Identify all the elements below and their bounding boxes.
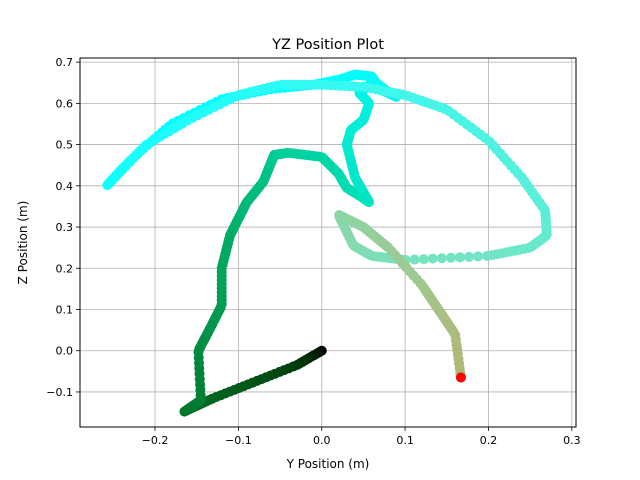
y-tick-label: 0.2: [56, 262, 74, 275]
x-tick-label: 0.0: [313, 434, 331, 447]
trajectory-point: [463, 251, 474, 262]
trajectory-point: [427, 253, 438, 264]
x-tick-label: 0.3: [563, 434, 581, 447]
y-tick-label: 0.0: [56, 345, 74, 358]
gridlines: [80, 58, 576, 427]
y-axis-label: Z Position (m): [16, 201, 30, 285]
x-axis-label: Y Position (m): [286, 457, 370, 471]
end-point-marker: [455, 372, 466, 383]
trajectory-point: [409, 254, 420, 265]
x-tick-label: 0.2: [480, 434, 498, 447]
axis-ticks: −0.2 −0.1 0.0 0.1 0.2 0.3 −0.1 0.0 0.1 0.2 0.3 0.4 0…: [46, 56, 580, 447]
trajectory-point: [436, 253, 447, 264]
chart-title: YZ Position Plot: [271, 37, 384, 53]
x-tick-label: −0.2: [142, 434, 169, 447]
y-tick-label: 0.3: [56, 221, 74, 234]
y-tick-label: −0.1: [46, 386, 73, 399]
y-tick-label: 0.1: [56, 303, 74, 316]
trajectory-point: [482, 250, 493, 261]
x-tick-label: −0.1: [225, 434, 252, 447]
x-tick-label: 0.1: [396, 434, 414, 447]
trajectory-point: [445, 252, 456, 263]
trajectory-point: [418, 254, 429, 265]
trajectory-point: [454, 252, 465, 263]
trajectory: [102, 69, 552, 417]
y-tick-label: 0.4: [56, 180, 74, 193]
plot-frame: [79, 57, 577, 428]
trajectory-point: [473, 251, 484, 262]
y-tick-label: 0.7: [56, 56, 74, 69]
y-tick-label: 0.5: [56, 139, 74, 152]
y-tick-label: 0.6: [56, 97, 74, 110]
